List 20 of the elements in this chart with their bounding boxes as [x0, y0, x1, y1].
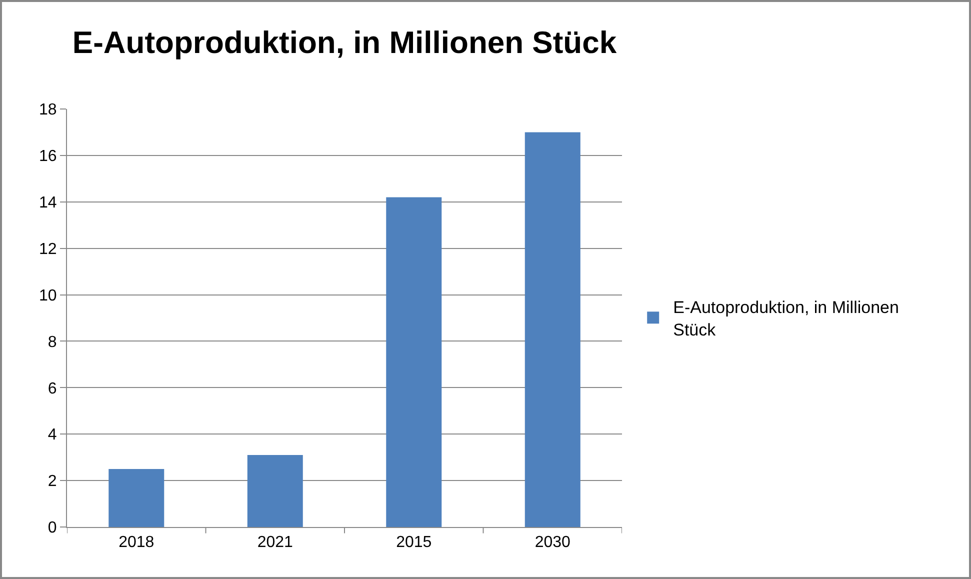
bar [524, 132, 580, 527]
legend-label: E-Autoproduktion, in Millionen Stück [673, 298, 899, 340]
y-tick-label: 16 [39, 148, 57, 166]
y-tick-label: 0 [48, 520, 57, 537]
bar [108, 468, 164, 527]
y-tick-label: 2 [48, 473, 57, 490]
y-tick-label: 8 [48, 334, 57, 351]
x-tick-label: 2021 [257, 534, 294, 552]
y-tick-label: 14 [39, 194, 57, 212]
x-tick-label: 2018 [118, 534, 154, 552]
y-tick-label: 12 [39, 240, 57, 258]
y-tick-label: 18 [39, 102, 57, 119]
y-tick-label: 4 [48, 426, 57, 444]
bar [247, 455, 303, 527]
x-tick-label: 2015 [396, 534, 432, 552]
bar [386, 197, 442, 527]
chart-title: E-Autoproduktion, in Millionen Stück [72, 25, 618, 60]
x-tick-label: 2030 [534, 534, 571, 552]
y-tick-label: 6 [48, 380, 57, 398]
y-tick-label: 10 [39, 287, 57, 304]
